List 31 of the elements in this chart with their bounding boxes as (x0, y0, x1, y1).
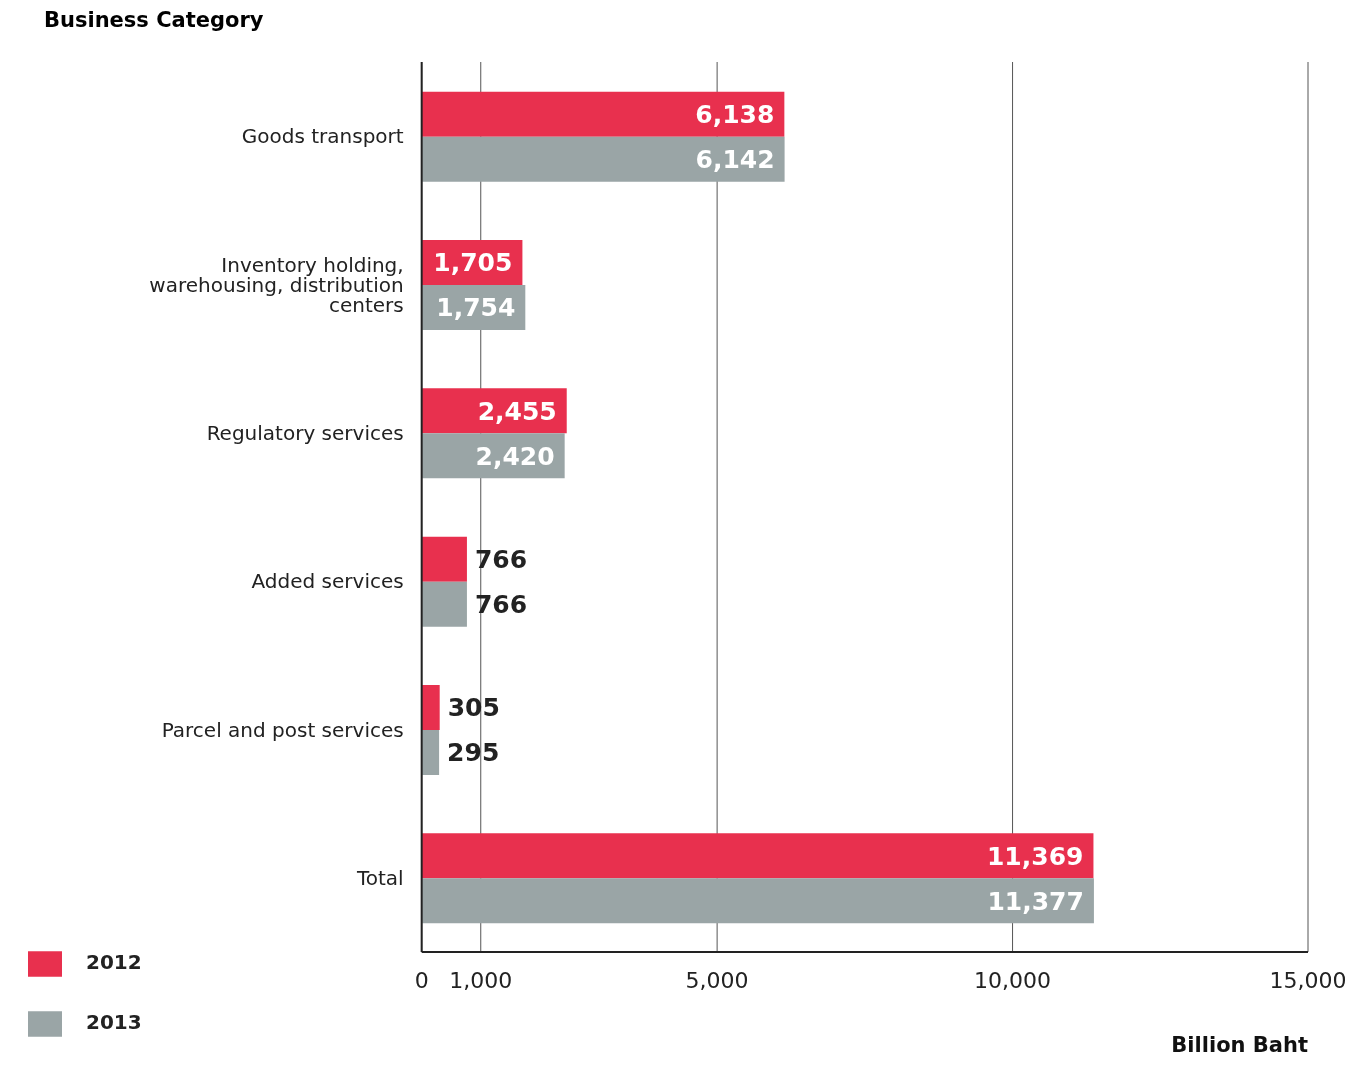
data-label: 6,138 (695, 99, 775, 129)
x-axis-title: Billion Baht (1171, 1033, 1308, 1057)
bar (421, 536, 467, 582)
y-tick-label: Total (355, 865, 404, 890)
x-tick-label: 5,000 (685, 967, 749, 993)
data-label: 6,142 (695, 144, 775, 174)
y-tick-label: Goods transport (241, 124, 404, 149)
text: Business Category (44, 8, 265, 32)
data-label: 11,377 (987, 886, 1084, 916)
bar (421, 91, 785, 137)
y-tick-label: Added services (251, 569, 404, 594)
y-tick-label: Regulatory services (206, 420, 404, 445)
data-label: 1,705 (433, 248, 513, 278)
data-label: 2,455 (477, 396, 557, 426)
y-tick-label: Parcel and post services (161, 717, 404, 742)
bar (421, 685, 440, 730)
data-label: 2,420 (475, 441, 555, 471)
x-tick-label: 10,000 (974, 967, 1052, 993)
bar (421, 878, 1094, 924)
data-label: 1,754 (436, 293, 516, 323)
x-tick-label: 0 (414, 967, 429, 993)
bar (421, 581, 467, 627)
bar (421, 833, 1094, 879)
bar (421, 136, 785, 182)
bar (421, 730, 440, 775)
x-tick-label: 1,000 (449, 967, 513, 993)
data-label: 11,369 (986, 841, 1084, 871)
legend-label: 2012 (86, 950, 142, 974)
legend-label: 2013 (86, 1010, 142, 1034)
y-tick-label: Inventory holding, warehousing, distribution centers (149, 252, 404, 317)
x-tick-label: 15,000 (1269, 967, 1347, 993)
